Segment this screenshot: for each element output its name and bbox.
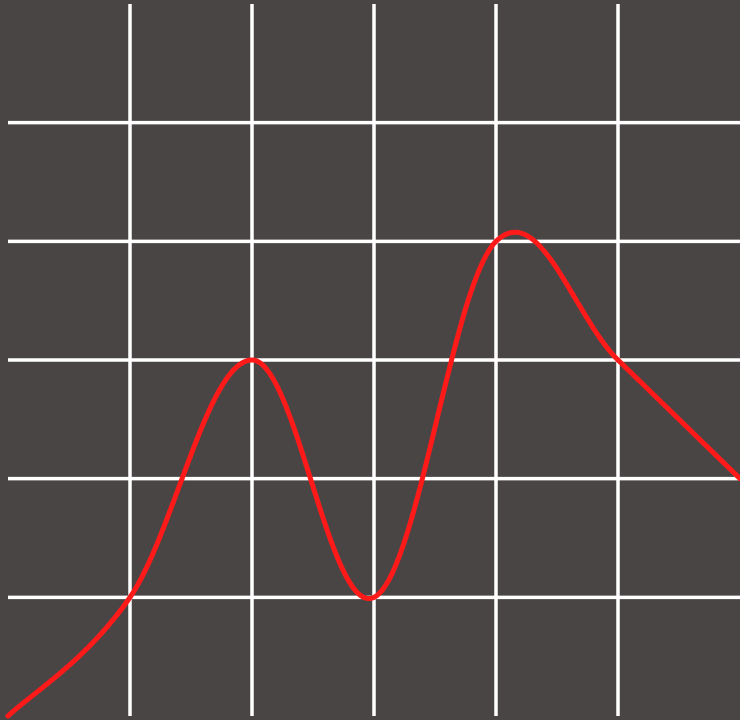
chart-series (5, 229, 740, 719)
data-point (737, 476, 740, 482)
data-point (249, 357, 255, 363)
data-point (127, 594, 133, 600)
data-point (5, 713, 11, 719)
data-point (371, 594, 377, 600)
data-point (615, 357, 621, 363)
data-point (493, 238, 499, 244)
